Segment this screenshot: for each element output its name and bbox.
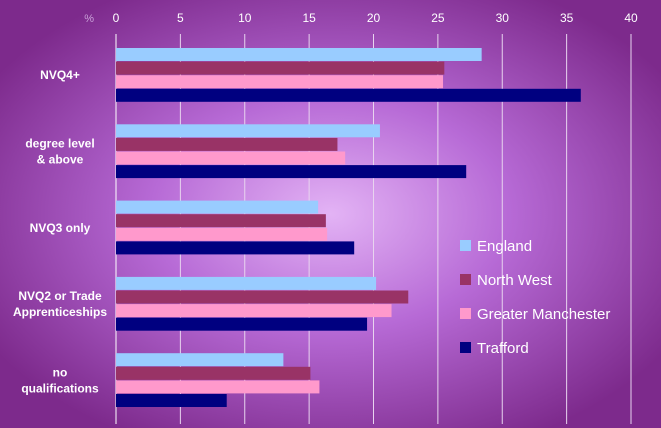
category-label: no qualifications bbox=[21, 365, 99, 395]
bar bbox=[116, 241, 355, 255]
legend-label: England bbox=[477, 238, 532, 255]
legend-label: Trafford bbox=[477, 340, 529, 357]
legend: England North West Greater Manchester Traff… bbox=[460, 238, 610, 357]
x-tick-label: 5 bbox=[177, 11, 184, 25]
bar bbox=[116, 137, 338, 151]
bar bbox=[116, 88, 581, 102]
legend-swatch bbox=[460, 308, 471, 319]
bar bbox=[116, 276, 377, 290]
category-label: NVQ3 only bbox=[30, 221, 91, 235]
bar bbox=[116, 214, 326, 228]
bar bbox=[116, 75, 444, 89]
bar bbox=[116, 394, 227, 407]
x-tick-label: 10 bbox=[238, 11, 252, 25]
x-axis-unit: % bbox=[84, 13, 94, 25]
legend-swatch bbox=[460, 274, 471, 285]
bar bbox=[116, 61, 445, 75]
bar bbox=[116, 124, 380, 138]
bar bbox=[116, 366, 311, 380]
bar bbox=[116, 380, 320, 394]
bars bbox=[116, 48, 581, 407]
bar bbox=[116, 317, 368, 331]
bar bbox=[116, 200, 319, 214]
x-tick-label: 15 bbox=[302, 11, 316, 25]
category-label: degree level & above bbox=[25, 137, 94, 167]
x-tick-label: 30 bbox=[496, 11, 510, 25]
x-tick-label: 0 bbox=[113, 11, 120, 25]
x-tick-label: 35 bbox=[560, 11, 574, 25]
x-tick-label: 20 bbox=[367, 11, 381, 25]
category-label: NVQ2 or Trade Apprenticeships bbox=[13, 289, 107, 319]
bar bbox=[116, 165, 467, 179]
bar bbox=[116, 290, 409, 304]
bar bbox=[116, 48, 482, 61]
x-tick-label: 25 bbox=[431, 11, 445, 25]
bar bbox=[116, 151, 346, 165]
x-tick-label: 40 bbox=[624, 11, 638, 25]
bar bbox=[116, 353, 284, 367]
category-label: NVQ4+ bbox=[40, 68, 80, 82]
legend-swatch bbox=[460, 342, 471, 353]
legend-label: North West bbox=[477, 272, 553, 289]
bar bbox=[116, 304, 392, 318]
legend-label: Greater Manchester bbox=[477, 306, 610, 323]
category-labels: NVQ4+ degree level & above NVQ3 only NVQ2 or… bbox=[13, 68, 107, 395]
x-axis-ticks: 0 5 10 15 20 25 30 35 40% bbox=[84, 11, 638, 25]
bar bbox=[116, 227, 328, 241]
legend-swatch bbox=[460, 240, 471, 251]
